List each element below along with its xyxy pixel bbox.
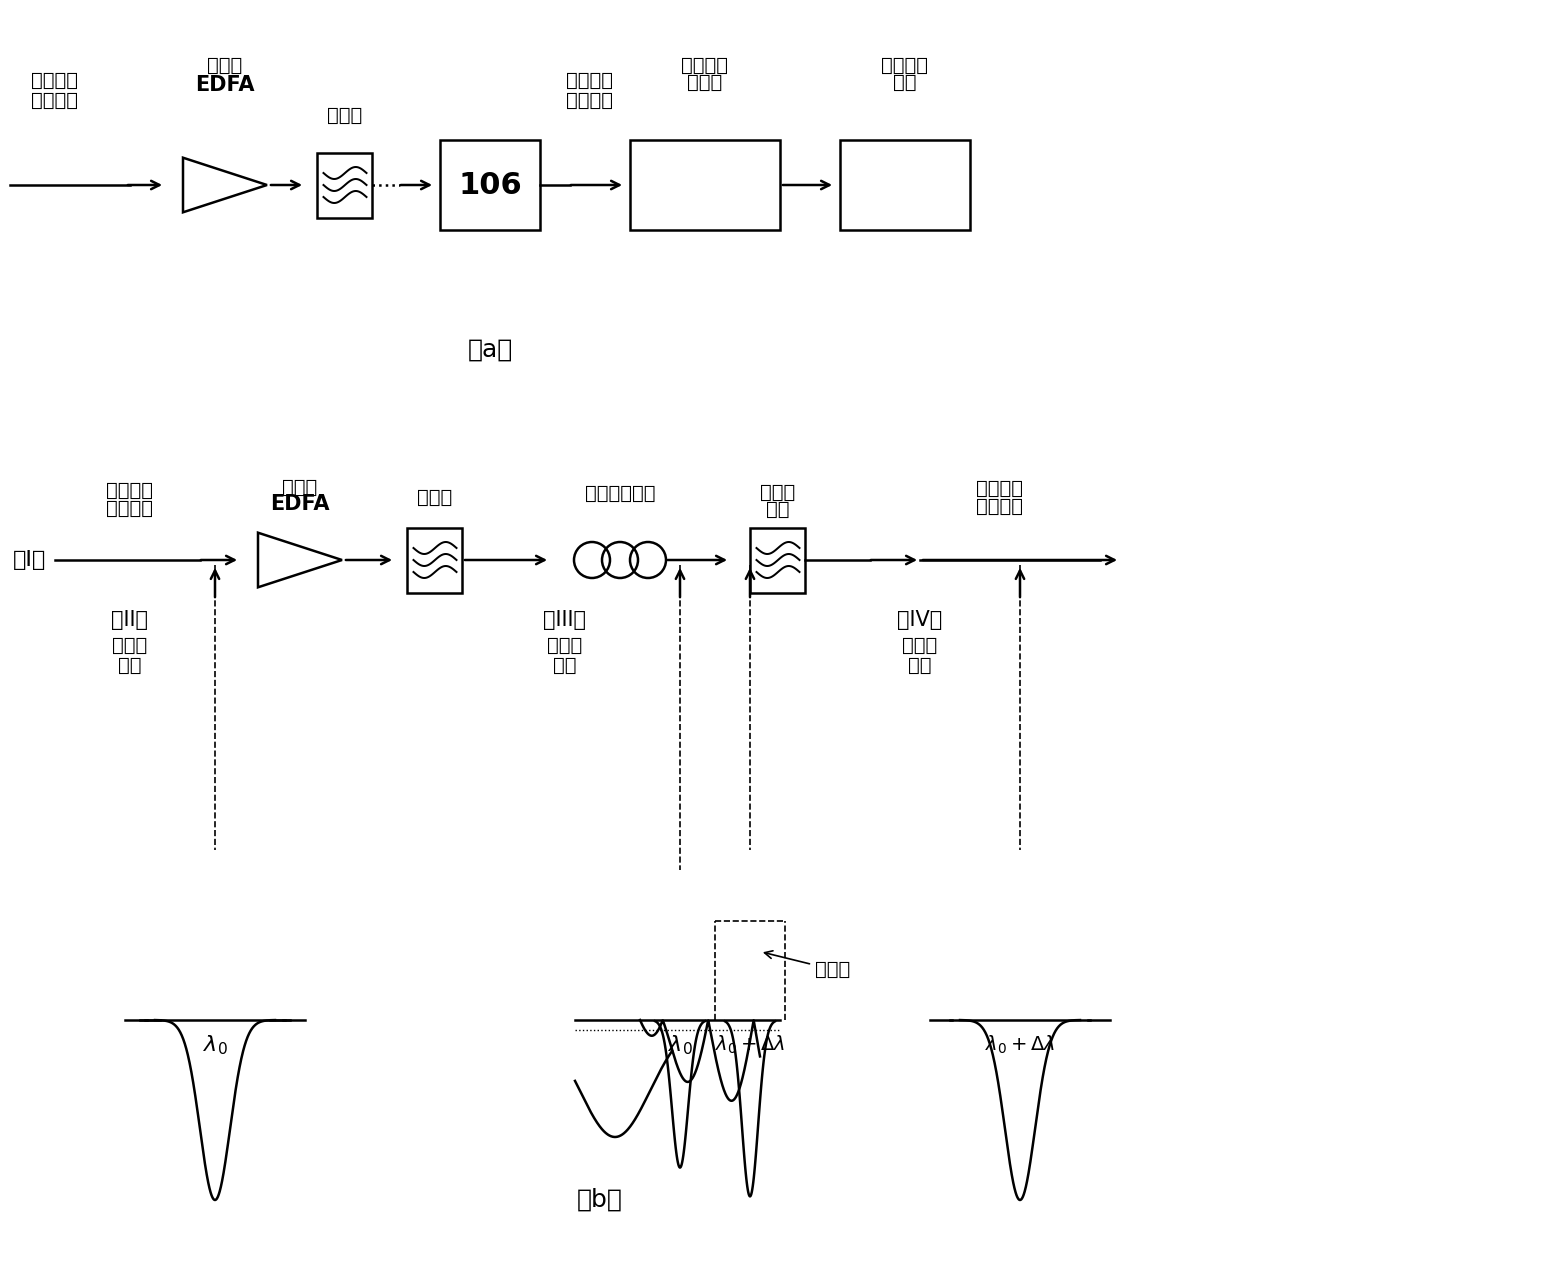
Bar — [439, 140, 541, 230]
Text: （III）: （III） — [544, 611, 586, 630]
Text: 波器: 波器 — [767, 500, 790, 519]
Text: （a）: （a） — [467, 338, 513, 363]
Text: （II）: （II） — [112, 611, 148, 630]
Bar — [629, 140, 781, 230]
Text: $\lambda_0$: $\lambda_0$ — [203, 1033, 227, 1057]
Text: $\lambda_0$: $\lambda_0$ — [667, 1033, 692, 1057]
Text: $\lambda_0+\Delta\lambda$: $\lambda_0+\Delta\lambda$ — [715, 1034, 785, 1056]
Bar — [751, 528, 805, 593]
Text: 滤波器: 滤波器 — [418, 487, 453, 506]
Text: 恶化偏振: 恶化偏振 — [106, 481, 154, 500]
Text: 宽谱: 宽谱 — [553, 655, 576, 674]
Text: 复用信号: 复用信号 — [31, 90, 78, 109]
Text: 信号展: 信号展 — [547, 636, 583, 655]
Text: 号谱: 号谱 — [118, 655, 142, 674]
Text: 大功率: 大功率 — [207, 56, 243, 75]
Text: 信号测试: 信号测试 — [882, 56, 929, 75]
Text: 复用信号: 复用信号 — [567, 90, 614, 109]
Text: 用单元: 用单元 — [687, 73, 723, 92]
Text: 复用信号: 复用信号 — [106, 499, 154, 518]
Bar — [840, 140, 971, 230]
Text: 可调滤: 可调滤 — [760, 482, 796, 501]
Text: 再生信: 再生信 — [902, 636, 938, 655]
Text: 再生偏振: 再生偏振 — [977, 478, 1024, 497]
Text: 滤波器: 滤波器 — [327, 106, 363, 125]
Text: （I）: （I） — [14, 550, 47, 570]
Text: 号谱: 号谱 — [908, 655, 932, 674]
Text: （b）: （b） — [576, 1188, 623, 1212]
Bar — [318, 153, 372, 218]
Text: 大功率: 大功率 — [282, 477, 318, 496]
Text: 106: 106 — [458, 170, 522, 200]
Text: 单元: 单元 — [893, 73, 916, 92]
Text: 再生偏振: 再生偏振 — [567, 70, 614, 89]
Text: 高非线性光纤: 高非线性光纤 — [584, 483, 656, 502]
Text: 复用信号: 复用信号 — [977, 496, 1024, 515]
Text: （IV）: （IV） — [897, 611, 943, 630]
Text: 输入信: 输入信 — [112, 636, 148, 655]
Text: EDFA: EDFA — [270, 494, 330, 514]
Text: EDFA: EDFA — [195, 75, 256, 95]
Text: 偏振解复: 偏振解复 — [681, 56, 729, 75]
Text: $\lambda_0+\Delta\lambda$: $\lambda_0+\Delta\lambda$ — [985, 1034, 1055, 1056]
Text: 恶化偏振: 恶化偏振 — [31, 70, 78, 89]
Bar — [408, 528, 463, 593]
Text: 滤波器: 滤波器 — [765, 950, 851, 979]
